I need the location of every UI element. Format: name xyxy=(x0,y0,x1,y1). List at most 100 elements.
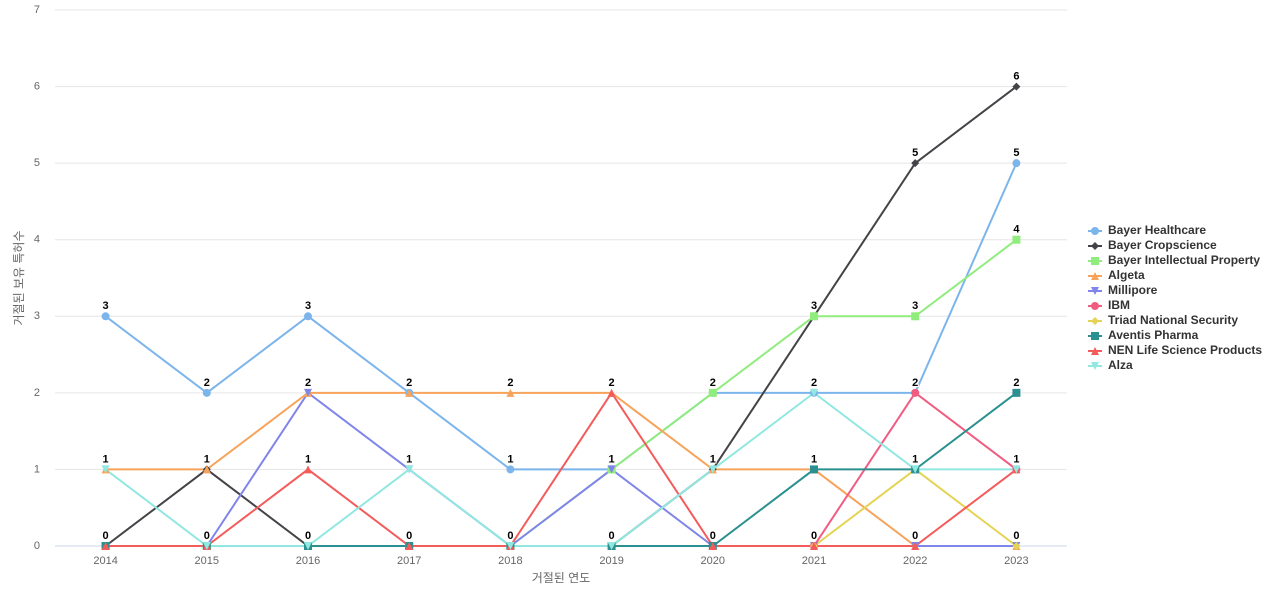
x-tick-label: 2015 xyxy=(195,555,219,567)
point xyxy=(911,159,920,168)
legend-marker xyxy=(1091,302,1099,310)
data-label: 3 xyxy=(811,300,817,312)
point xyxy=(810,542,818,550)
data-label: 1 xyxy=(609,453,615,465)
legend-marker xyxy=(1091,347,1099,355)
legend-marker xyxy=(1091,317,1099,325)
legend-marker xyxy=(1091,287,1099,295)
point xyxy=(810,312,818,321)
data-label: 0 xyxy=(406,530,412,542)
data-label: 0 xyxy=(507,530,513,542)
point xyxy=(304,312,312,321)
point xyxy=(202,388,211,397)
data-label: 2 xyxy=(305,377,311,389)
y-tick-label: 5 xyxy=(34,157,40,169)
point xyxy=(607,542,616,550)
data-label: 3 xyxy=(912,300,918,312)
data-label: 5 xyxy=(1013,147,1019,159)
y-tick-label: 4 xyxy=(34,234,40,246)
x-tick-label: 2023 xyxy=(1004,555,1028,567)
legend-item: IBM xyxy=(1088,298,1130,312)
data-label: 1 xyxy=(1013,453,1019,465)
legend-marker xyxy=(1091,242,1099,250)
data-label: 2 xyxy=(204,377,210,389)
point xyxy=(304,465,312,474)
point xyxy=(708,465,717,474)
point xyxy=(405,542,414,550)
data-label: 2 xyxy=(507,377,513,389)
data-label: 0 xyxy=(710,530,716,542)
x-tick-label: 2021 xyxy=(802,555,826,567)
point xyxy=(911,388,920,397)
legend-marker xyxy=(1091,362,1099,370)
x-axis-title: 거절된 연도 xyxy=(532,571,591,585)
y-tick-label: 6 xyxy=(34,80,40,92)
legend-label: Millipore xyxy=(1108,283,1158,297)
data-label: 0 xyxy=(609,530,615,542)
x-tick-label: 2014 xyxy=(93,555,117,567)
data-label: 1 xyxy=(305,453,311,465)
data-label: 2 xyxy=(912,377,918,389)
point xyxy=(810,465,818,474)
legend-item: Aventis Pharma xyxy=(1088,328,1199,342)
x-tick-label: 2019 xyxy=(599,555,623,567)
point xyxy=(911,465,920,474)
x-tick-label: 2022 xyxy=(903,555,927,567)
legend-item: Bayer Cropscience xyxy=(1088,238,1217,252)
legend-item: Algeta xyxy=(1088,268,1145,282)
legend-item: Millipore xyxy=(1088,283,1158,297)
legend-label: Alza xyxy=(1108,358,1133,372)
data-label: 2 xyxy=(811,377,817,389)
legend-label: Triad National Security xyxy=(1108,313,1238,327)
point xyxy=(1012,465,1021,474)
point xyxy=(101,465,110,474)
data-label: 0 xyxy=(204,530,210,542)
legend-label: Bayer Healthcare xyxy=(1108,223,1206,237)
y-tick-label: 0 xyxy=(34,540,40,552)
point xyxy=(101,542,110,550)
legend-label: Algeta xyxy=(1108,268,1145,282)
legend-item: Triad National Security xyxy=(1088,313,1238,327)
legend-marker xyxy=(1091,272,1099,280)
data-label: 1 xyxy=(103,453,109,465)
point xyxy=(202,465,211,474)
legend-marker xyxy=(1091,257,1099,265)
point xyxy=(1012,388,1021,397)
point xyxy=(506,388,515,397)
series-line xyxy=(105,391,1018,547)
legend-item: Alza xyxy=(1088,358,1133,372)
data-label: 2 xyxy=(1013,377,1019,389)
point xyxy=(304,388,312,397)
point xyxy=(1012,542,1021,550)
x-tick-label: 2020 xyxy=(701,555,725,567)
legend-label: Aventis Pharma xyxy=(1108,328,1199,342)
legend-label: NEN Life Science Products xyxy=(1108,343,1262,357)
data-label: 3 xyxy=(103,300,109,312)
data-label: 2 xyxy=(609,377,615,389)
legend-label: Bayer Cropscience xyxy=(1108,238,1217,252)
point xyxy=(405,388,414,397)
point xyxy=(911,312,920,321)
data-label: 1 xyxy=(507,453,513,465)
data-label: 5 xyxy=(912,147,918,159)
point xyxy=(607,388,616,397)
data-label: 6 xyxy=(1013,70,1019,82)
data-label: 1 xyxy=(204,453,210,465)
data-label: 0 xyxy=(1013,530,1019,542)
x-tick-label: 2018 xyxy=(498,555,522,567)
point xyxy=(304,542,312,550)
data-label: 4 xyxy=(1013,224,1020,236)
legend-item: Bayer Intellectual Property xyxy=(1088,253,1260,267)
data-label: 1 xyxy=(406,453,412,465)
point xyxy=(101,312,110,321)
point xyxy=(405,465,414,474)
data-label: 3 xyxy=(305,300,311,312)
data-label: 0 xyxy=(912,530,918,542)
legend-label: IBM xyxy=(1108,298,1130,312)
y-tick-label: 7 xyxy=(34,4,40,16)
point xyxy=(911,542,920,550)
series-line xyxy=(104,391,1017,547)
point xyxy=(708,388,717,397)
legend-item: NEN Life Science Products xyxy=(1088,343,1262,357)
